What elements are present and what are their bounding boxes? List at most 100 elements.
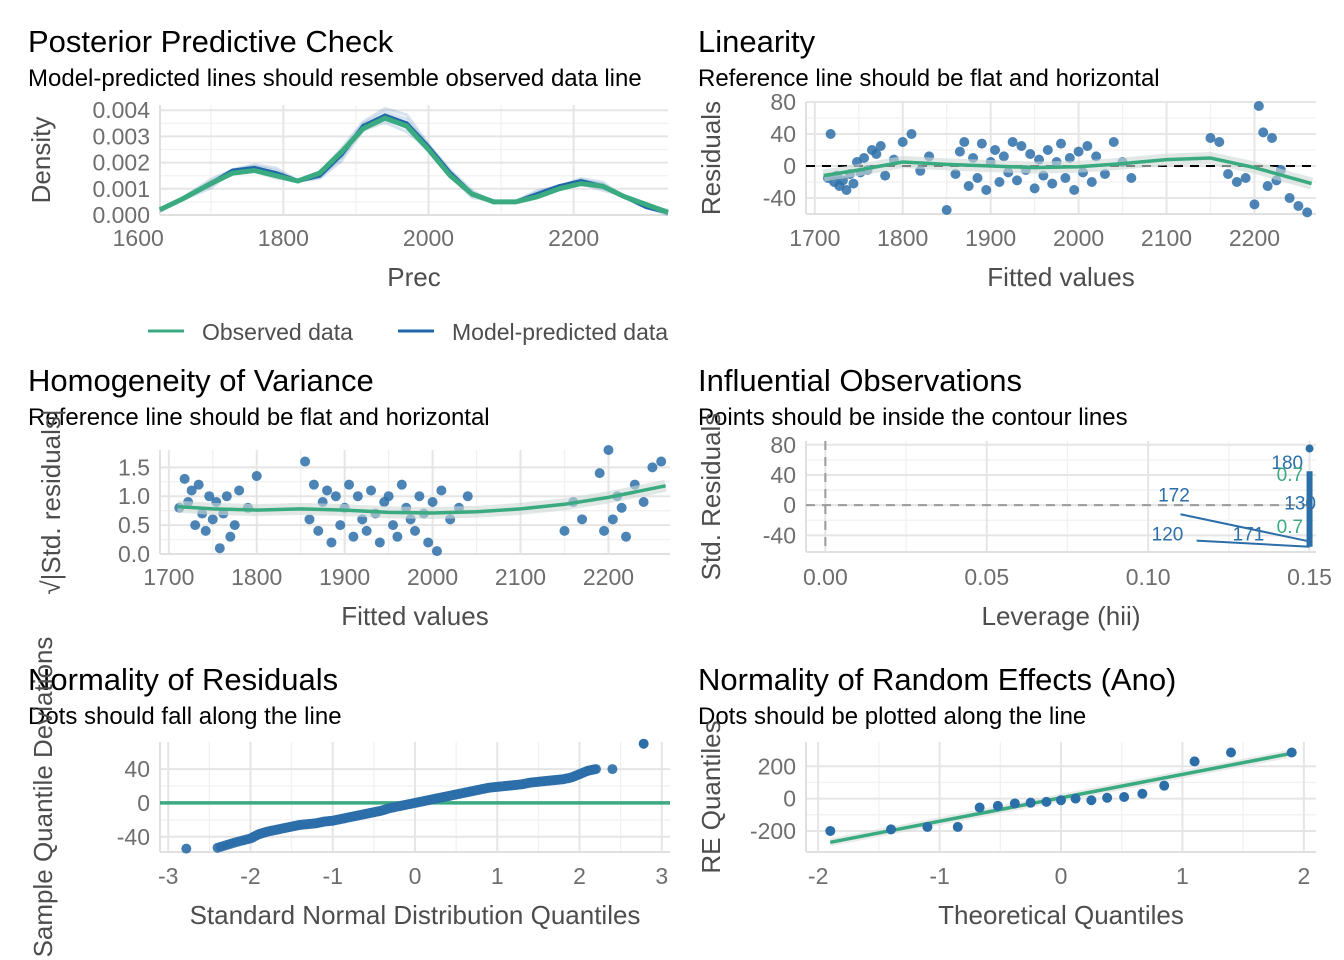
data-point (423, 537, 434, 548)
data-point (410, 525, 420, 536)
x-tick-label: 1800 (877, 225, 928, 251)
x-tick-label: -2 (808, 863, 828, 889)
data-point (300, 456, 311, 467)
data-point (396, 479, 407, 490)
panel-title: Posterior Predictive Check (28, 24, 394, 59)
panel-title: Normality of Random Effects (Ano) (698, 662, 1176, 697)
data-point (251, 471, 262, 481)
data-point (1159, 780, 1170, 791)
point-label: 120 (1152, 525, 1184, 546)
data-point (1253, 101, 1264, 111)
x-tick-label: 2100 (495, 564, 546, 590)
x-tick-label: 1800 (231, 564, 282, 590)
panel-subtitle: Dots should be plotted along the line (698, 703, 1086, 730)
data-point (1064, 153, 1075, 163)
data-point (204, 491, 215, 502)
point-label: 180 (1271, 453, 1303, 474)
x-tick-label: 1700 (143, 564, 194, 590)
data-point (976, 138, 987, 149)
y-tick-label: 40 (770, 462, 796, 488)
data-point (638, 497, 649, 507)
y-tick-label: 0 (783, 786, 796, 812)
x-tick-label: 1 (1176, 863, 1189, 889)
data-point (880, 170, 891, 181)
data-point (590, 764, 601, 775)
x-tick-label: 3 (655, 863, 668, 889)
data-point (1226, 747, 1236, 758)
data-point (577, 514, 588, 525)
label-leader (1196, 539, 1310, 548)
data-point (348, 531, 359, 542)
data-point (972, 173, 983, 183)
data-point (959, 137, 970, 147)
data-point (1214, 137, 1225, 147)
predicted-draw-line (159, 106, 669, 213)
data-point (941, 205, 952, 215)
data-point (1086, 795, 1097, 806)
data-point (1102, 792, 1113, 803)
data-point (1042, 145, 1053, 155)
panel-homogeneity: 1700 1800 1900 2000 2100 2200 0.0 0.5 1.0 1.5 Homo… (28, 363, 670, 631)
panel-subtitle: Reference line should be flat and horizo… (698, 65, 1160, 92)
data-point (607, 764, 618, 775)
data-point (388, 520, 399, 531)
predicted-line (159, 113, 669, 215)
data-point (1086, 177, 1097, 187)
y-axis-label: Density (26, 117, 56, 204)
data-point (825, 825, 836, 836)
data-point (322, 485, 333, 496)
data-point (1240, 173, 1251, 183)
panel-subtitle: Reference line should be flat and horizo… (28, 404, 490, 431)
data-point (1108, 137, 1119, 147)
data-point (1009, 798, 1020, 809)
panel-title: Influential Observations (698, 363, 1022, 398)
data-point (638, 738, 649, 749)
y-tick-label: 80 (770, 89, 796, 115)
observed-line (158, 115, 669, 215)
data-point (193, 479, 204, 490)
data-point (179, 473, 190, 484)
x-tick-label: -1 (929, 863, 949, 889)
data-point (181, 843, 192, 854)
data-point (1126, 173, 1137, 183)
data-point (1069, 185, 1080, 195)
data-point (1258, 127, 1269, 138)
y-axis-label: Std. Residuals (696, 413, 726, 581)
y-tick-label: 1.0 (118, 483, 150, 509)
x-tick-label: 2200 (548, 225, 599, 251)
label-leader (1180, 513, 1310, 543)
data-point (207, 514, 218, 525)
panel-linearity: 1700 1800 1900 2000 2100 2200 -40 0 40 80 Linearit… (696, 24, 1316, 292)
x-tick-label: 1700 (789, 225, 840, 251)
y-tick-label: 0.000 (92, 202, 150, 228)
data-point (981, 185, 992, 195)
data-point (1047, 178, 1058, 189)
data-point (326, 537, 337, 548)
data-point (1189, 756, 1200, 767)
data-point (462, 491, 473, 502)
data-point (361, 525, 372, 536)
legend-observed-label: Observed data (202, 319, 353, 345)
data-point (436, 485, 447, 496)
data-point (954, 146, 965, 157)
data-point (963, 181, 974, 191)
data-point (1060, 173, 1071, 183)
data-point (304, 514, 315, 525)
data-point (383, 491, 394, 502)
legend-predicted-label: Model-predicted data (452, 319, 668, 345)
data-point (1056, 138, 1066, 149)
y-tick-label: 40 (770, 121, 796, 147)
y-axis-label: RE Quantiles (696, 720, 726, 873)
data-point (886, 824, 896, 835)
x-axis-label: Prec (387, 262, 440, 292)
data-point (186, 485, 197, 496)
x-tick-label: 2100 (1141, 225, 1192, 251)
panel-ppc: 1600 1800 2000 2200 0.0000.0010.0020.0030.00… (26, 24, 669, 345)
data-point (841, 185, 852, 195)
data-point (366, 485, 377, 496)
panel-qq: -3 -2 -1 0 1 2 3 -40 0 40 Normality of Residuals Do… (28, 637, 670, 957)
x-axis-label: Standard Normal Distribution Quantiles (190, 900, 641, 930)
data-point (330, 491, 341, 502)
x-tick-label: 1900 (319, 564, 370, 590)
y-tick-label: 0.0 (118, 541, 150, 567)
